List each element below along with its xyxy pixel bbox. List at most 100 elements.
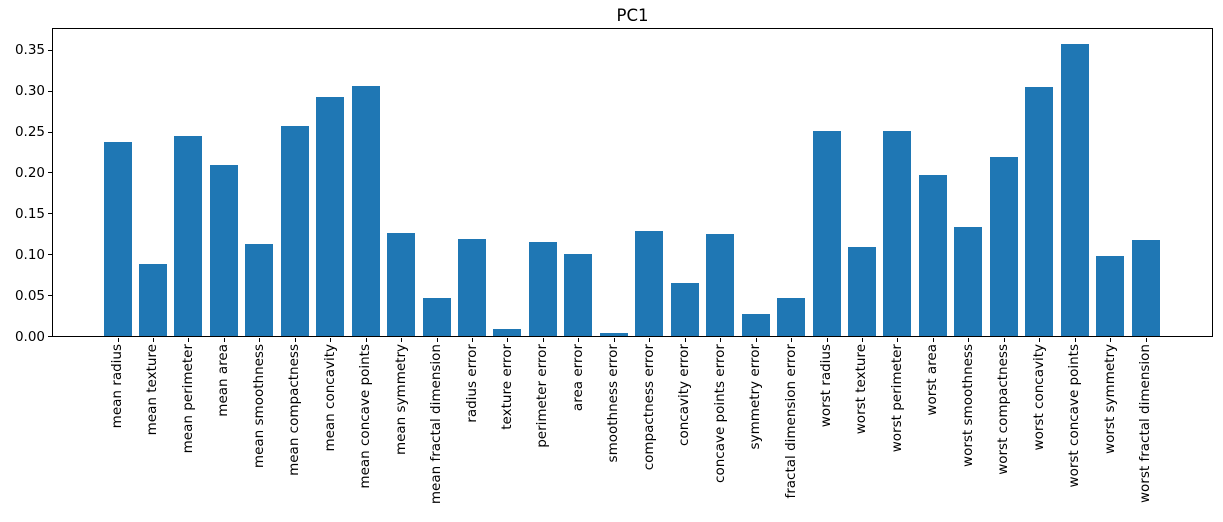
x-tick-label-mean-concave-points: mean concave points xyxy=(357,344,374,489)
bar-worst-smoothness xyxy=(954,227,983,336)
y-tick xyxy=(48,295,52,297)
y-tick xyxy=(48,336,52,337)
y-tick-label: 0.15 xyxy=(14,205,45,222)
bar-mean-texture xyxy=(138,264,167,336)
x-tick-label-worst-smoothness: worst smoothness xyxy=(959,344,976,467)
y-tick xyxy=(48,49,52,51)
bar-worst-symmetry xyxy=(1096,256,1125,336)
bar-concavity-error xyxy=(670,283,699,336)
x-tick-label-worst-compactness: worst compactness xyxy=(995,344,1012,475)
bar-worst-perimeter xyxy=(883,131,912,336)
x-tick xyxy=(436,338,438,342)
bar-area-error xyxy=(564,254,593,336)
x-tick xyxy=(117,338,119,342)
bar-worst-fractal-dimension xyxy=(1131,240,1160,336)
x-tick xyxy=(897,338,899,342)
x-tick-label-mean-symmetry: mean symmetry xyxy=(392,344,409,456)
x-tick xyxy=(401,338,403,342)
x-tick-label-worst-perimeter: worst perimeter xyxy=(888,344,905,453)
bar-smoothness-error xyxy=(599,333,628,336)
x-tick-label-smoothness-error: smoothness error xyxy=(605,344,622,463)
bar-mean-compactness xyxy=(280,126,309,336)
x-tick xyxy=(542,338,544,342)
x-tick-label-concave-points-error: concave points error xyxy=(711,344,728,483)
bar-perimeter-error xyxy=(528,242,557,336)
x-tick-label-worst-radius: worst radius xyxy=(818,344,834,428)
x-tick-label-mean-compactness: mean compactness xyxy=(286,344,303,476)
x-tick xyxy=(1074,338,1076,342)
bar-texture-error xyxy=(493,329,522,336)
x-tick xyxy=(152,338,154,342)
x-tick xyxy=(1145,338,1147,342)
y-tick-label: 0.30 xyxy=(14,83,45,100)
x-tick xyxy=(720,338,722,342)
y-tick-label: 0.20 xyxy=(14,164,45,181)
x-tick xyxy=(294,338,296,342)
x-tick-label-perimeter-error: perimeter error xyxy=(534,344,551,448)
bar-concave-points-error xyxy=(706,234,735,336)
bar-worst-area xyxy=(918,175,947,336)
x-tick xyxy=(932,338,934,342)
x-tick-label-mean-fractal-dimension: mean fractal dimension xyxy=(428,344,445,505)
x-tick xyxy=(613,338,615,342)
y-tick-label: 0.25 xyxy=(14,124,45,140)
bar-radius-error xyxy=(458,239,486,336)
x-tick-label-concavity-error: concavity error xyxy=(676,344,693,446)
x-tick xyxy=(188,338,190,342)
x-tick-label-worst-concave-points: worst concave points xyxy=(1066,344,1083,488)
y-tick-label: 0.10 xyxy=(14,246,45,263)
y-tick-label: 0.35 xyxy=(14,42,45,59)
x-tick-label-worst-texture: worst texture xyxy=(853,344,870,435)
x-tick xyxy=(861,338,863,342)
x-tick xyxy=(968,338,970,342)
x-tick-label-worst-symmetry: worst symmetry xyxy=(1101,344,1118,454)
x-tick-label-fractal-dimension-error: fractal dimension error xyxy=(782,344,799,499)
x-tick xyxy=(755,338,757,342)
x-tick-label-mean-radius: mean radius xyxy=(109,344,125,429)
bar-worst-concave-points xyxy=(1060,44,1089,336)
bar-worst-radius xyxy=(812,131,841,336)
x-tick xyxy=(223,338,225,342)
x-tick-label-worst-concavity: worst concavity xyxy=(1030,344,1047,451)
x-tick xyxy=(330,338,332,342)
y-tick-label: 0.00 xyxy=(14,328,45,345)
x-tick-label-area-error: area error xyxy=(569,344,586,412)
bar-mean-concave-points xyxy=(351,86,380,336)
x-tick-label-texture-error: texture error xyxy=(498,344,515,430)
x-tick xyxy=(507,338,509,342)
bar-mean-perimeter xyxy=(174,136,203,336)
y-tick xyxy=(48,254,52,256)
bar-worst-compactness xyxy=(989,157,1018,336)
bar-mean-area xyxy=(209,165,238,336)
y-tick xyxy=(48,172,52,174)
x-tick xyxy=(1039,338,1041,342)
x-tick xyxy=(578,338,580,342)
x-tick xyxy=(684,338,686,342)
plot-area xyxy=(52,28,1213,337)
x-tick-label-mean-texture: mean texture xyxy=(144,344,161,436)
x-tick-label-radius-error: radius error xyxy=(463,344,480,423)
x-tick-label-mean-concavity: mean concavity xyxy=(321,344,338,452)
x-tick xyxy=(791,338,793,342)
bar-fractal-dimension-error xyxy=(777,298,806,336)
bar-mean-radius xyxy=(103,142,132,336)
bar-mean-concavity xyxy=(316,97,345,336)
y-tick-label: 0.05 xyxy=(14,287,45,304)
y-tick xyxy=(48,213,52,215)
bar-symmetry-error xyxy=(741,314,770,336)
x-tick xyxy=(365,338,367,342)
y-tick xyxy=(48,131,52,133)
x-tick-label-compactness-error: compactness error xyxy=(640,344,657,471)
x-tick xyxy=(259,338,261,342)
bar-compactness-error xyxy=(635,231,664,336)
x-tick-label-mean-smoothness: mean smoothness xyxy=(250,344,267,469)
x-tick-label-worst-fractal-dimension: worst fractal dimension xyxy=(1137,344,1154,504)
bar-worst-texture xyxy=(847,247,876,336)
x-tick xyxy=(826,338,828,342)
bar-worst-concavity xyxy=(1025,87,1054,336)
x-tick xyxy=(472,338,473,342)
chart-title: PC1 xyxy=(616,6,649,25)
x-tick-label-symmetry-error: symmetry error xyxy=(747,344,764,450)
x-tick-label-worst-area: worst area xyxy=(924,344,941,416)
